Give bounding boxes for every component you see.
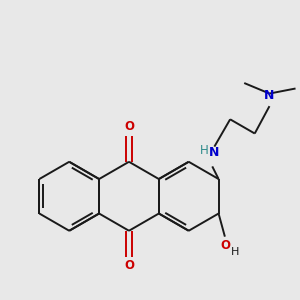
Text: H: H bbox=[200, 144, 209, 157]
Text: N: N bbox=[209, 146, 220, 159]
Text: O: O bbox=[124, 260, 134, 272]
Text: O: O bbox=[221, 239, 231, 252]
Text: O: O bbox=[124, 120, 134, 133]
Text: H: H bbox=[231, 247, 240, 257]
Text: N: N bbox=[264, 89, 274, 102]
